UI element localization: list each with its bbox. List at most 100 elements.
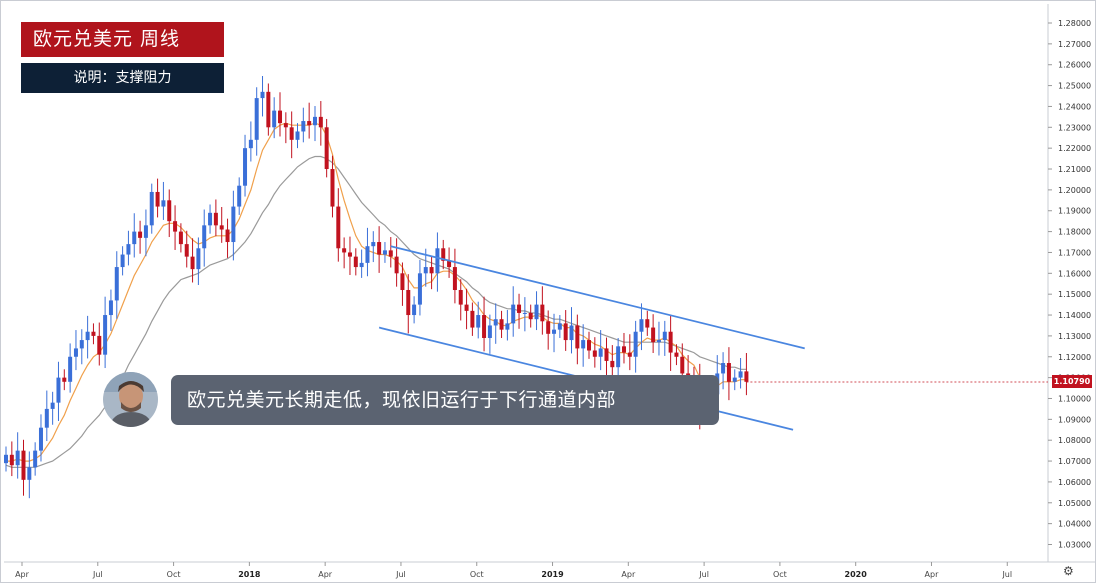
candle-body [190,256,195,270]
y-tick-label: 1.15000 [1058,290,1091,299]
candle-body [184,244,189,257]
candle-body [482,315,487,338]
candle-body [33,450,38,468]
candle-body [353,256,358,268]
candle-body [196,248,201,270]
candle-body [79,340,84,349]
candle-body [120,254,125,268]
candle-body [726,363,731,382]
candle-body [138,231,143,238]
candle-body [382,250,387,255]
y-tick-label: 1.19000 [1058,207,1091,216]
channel-upper-line[interactable] [390,245,805,350]
y-tick-label: 1.28000 [1058,19,1091,28]
candle-body [202,225,207,249]
candle-body [114,267,119,301]
candle-body [476,315,481,328]
candle-body [330,169,335,207]
candle-body [505,323,510,330]
candle-body [546,321,551,334]
candle-body [656,340,661,343]
candle-body [470,310,475,328]
y-tick-label: 1.16000 [1058,269,1091,278]
candle-body [592,350,597,357]
candle-body [9,454,14,466]
candle-body [429,267,434,274]
candle-body [312,116,317,126]
x-tick-label: 2018 [238,570,261,579]
candle-body [108,300,113,316]
settings-gear-icon[interactable]: ⚙ [1063,564,1074,578]
candle-body [371,242,376,247]
candle-body [62,377,67,382]
y-tick-label: 1.25000 [1058,82,1091,91]
candle-body [511,304,516,324]
candle-body [598,348,603,357]
candle-body [627,352,632,357]
candle-body [347,252,352,257]
candle-body [173,221,178,232]
candle-body [225,229,230,243]
y-tick-label: 1.07000 [1058,457,1091,466]
candle-body [441,248,446,261]
candle-body [435,248,440,274]
candle-body [21,450,26,480]
candle-body [143,225,148,238]
candle-body [557,323,562,330]
candle-body [132,231,137,245]
candle-body [377,242,382,255]
candle-body [208,212,213,226]
x-tick-label: Jul [395,570,406,579]
candlesticks [4,75,749,499]
candle-body [359,262,364,268]
x-tick-label: Jul [698,570,709,579]
candle-body [493,319,498,326]
candle-body [342,248,347,253]
candle-body [97,335,102,355]
candle-body [604,348,609,361]
candle-body [243,148,248,186]
candle-body [528,312,533,320]
x-tick-label: Oct [167,570,181,579]
chart-title: 欧元兑美元 周线 [21,22,224,57]
candle-body [587,340,591,351]
candle-body [126,244,131,255]
candle-body [458,290,463,305]
x-tick-label: Oct [470,570,484,579]
candle-body [487,325,492,338]
ma-slow-line [5,155,747,468]
candle-body [272,110,277,128]
x-tick-label: Apr [15,570,30,579]
candle-body [231,206,236,243]
candle-body [213,212,218,226]
candle-body [621,346,626,353]
candle-body [406,290,411,316]
candle-body [563,323,568,341]
y-tick-label: 1.18000 [1058,228,1091,237]
chart-subtitle: 说明：支撑阻力 [21,63,224,93]
candle-body [452,267,457,291]
y-tick-label: 1.27000 [1058,40,1091,49]
candle-body [73,348,78,357]
candle-body [721,363,726,374]
candle-body [50,402,55,409]
y-tick-label: 1.09000 [1058,415,1091,424]
y-tick-label: 1.08000 [1058,436,1091,445]
candle-body [237,185,242,207]
x-tick-label: Apr [621,570,636,579]
y-tick-label: 1.05000 [1058,499,1091,508]
candle-body [569,325,574,341]
candle-body [423,267,428,274]
candle-body [336,206,341,249]
analyst-avatar [103,372,158,427]
y-tick-label: 1.24000 [1058,102,1091,111]
annotation-bubble: 欧元兑美元长期走低，现依旧运行于下行通道内部 [171,375,719,425]
candle-body [278,110,283,124]
candle-body [4,454,8,464]
candle-body [254,98,259,140]
candle-body [283,123,288,128]
y-tick-label: 1.17000 [1058,248,1091,257]
candle-body [610,360,615,368]
